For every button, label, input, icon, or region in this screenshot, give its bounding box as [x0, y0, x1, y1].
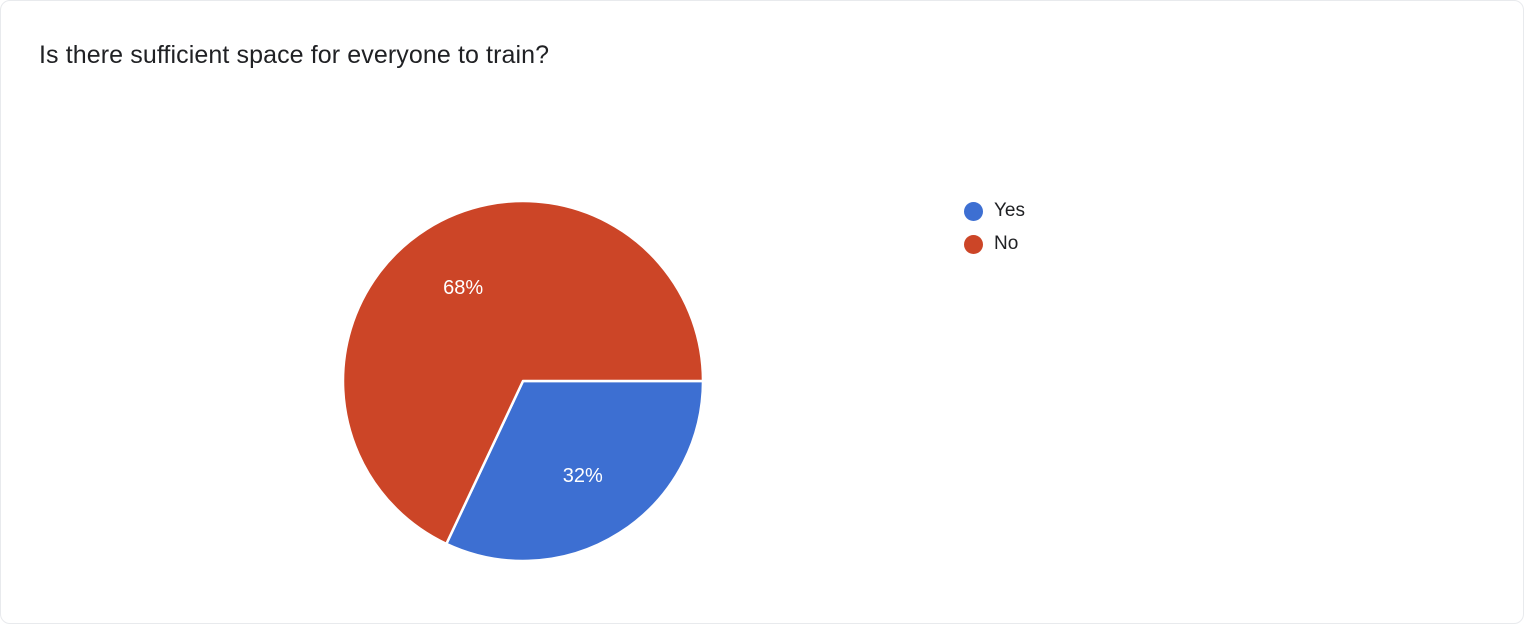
legend-item-yes: Yes [964, 200, 1025, 222]
question-title: Is there sufficient space for everyone t… [39, 41, 550, 69]
chart-legend: Yes No [964, 200, 1025, 255]
pie-chart: 32% 68% [341, 199, 705, 563]
legend-swatch-yes [964, 201, 983, 221]
legend-label-yes: Yes [994, 200, 1025, 221]
legend-label-no: No [994, 233, 1019, 254]
pie-slice-label-no: 68% [443, 277, 483, 299]
legend-item-no: No [964, 233, 1025, 255]
pie-slice-no [341, 199, 705, 546]
pie-slice-label-yes: 32% [563, 465, 603, 487]
pie-slice-yes [445, 379, 705, 563]
legend-swatch-no [964, 234, 983, 254]
